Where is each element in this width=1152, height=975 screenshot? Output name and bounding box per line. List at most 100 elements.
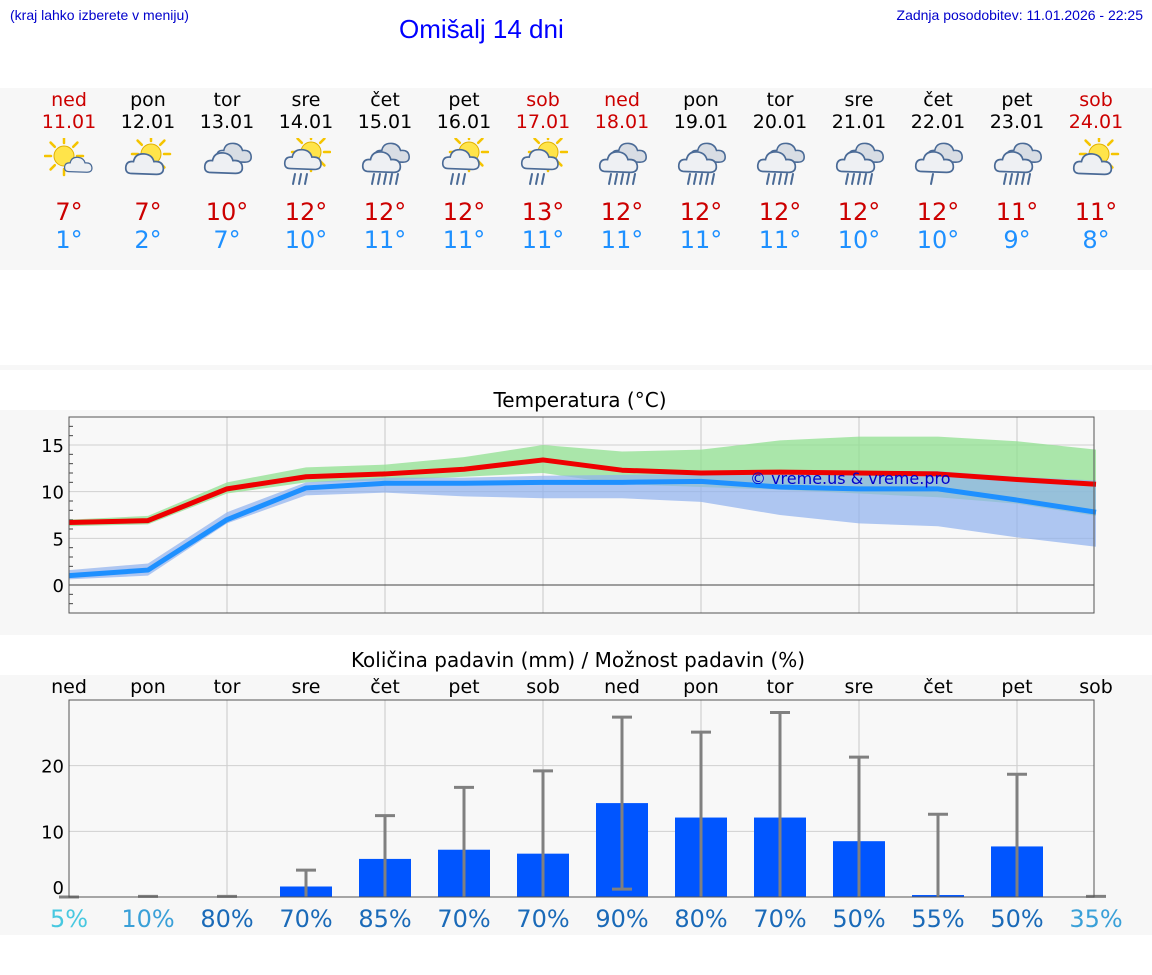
day-name: pet	[1001, 89, 1033, 111]
day-name: sob	[526, 89, 560, 111]
day-name: tor	[766, 89, 794, 111]
day-date: 21.01	[831, 111, 887, 133]
category-label: sre	[292, 676, 321, 698]
day-column: pet 16.01 12° 11°	[425, 88, 503, 270]
sun-cloud-rain-icon	[441, 138, 489, 185]
day-column: ned 18.01 12° 11°	[583, 88, 661, 270]
category-label: sre	[845, 676, 874, 698]
category-label: tor	[767, 676, 794, 698]
day-name: sre	[291, 89, 321, 111]
y-tick-label: 10	[41, 483, 64, 504]
plot-area	[69, 700, 1094, 897]
min-temperature-band	[69, 471, 1096, 580]
precipitation-probability: 35%	[1069, 905, 1122, 933]
max-temperature: 7°	[134, 198, 162, 226]
day-date: 13.01	[199, 111, 255, 133]
min-temperature: 1°	[55, 226, 83, 254]
category-label: sob	[1079, 676, 1113, 698]
cloud-rain-icon	[756, 142, 805, 185]
category-label: pon	[130, 676, 166, 698]
category-label: ned	[604, 676, 640, 698]
min-temperature: 11°	[442, 226, 486, 254]
day-column: sre 14.01 12° 10°	[267, 88, 345, 270]
daily-forecast-strip: ned 11.01 7° 1° pon 12.01 7° 2° tor 13.01 10° 7° sre…	[0, 88, 1152, 270]
day-column: čet 22.01 12° 10°	[899, 88, 977, 270]
max-temperature: 12°	[916, 198, 960, 226]
day-name: pon	[683, 89, 719, 111]
day-date: 14.01	[278, 111, 334, 133]
day-date: 15.01	[357, 111, 413, 133]
precipitation-probability: 55%	[911, 905, 964, 933]
category-label: sob	[526, 676, 560, 698]
min-temperature: 11°	[758, 226, 802, 254]
min-temperature: 11°	[363, 226, 407, 254]
day-date: 17.01	[515, 111, 571, 133]
min-temperature: 10°	[916, 226, 960, 254]
sun-small-cloud-icon	[44, 138, 93, 177]
cloud-light-rain-icon	[914, 142, 963, 185]
max-temperature: 11°	[1074, 198, 1118, 226]
category-label: tor	[214, 676, 241, 698]
y-tick-label: 15	[41, 436, 64, 457]
max-temperature: 7°	[55, 198, 83, 226]
day-date: 22.01	[910, 111, 966, 133]
min-temperature: 7°	[213, 226, 241, 254]
precipitation-probability: 90%	[595, 905, 648, 933]
max-temperature: 13°	[521, 198, 565, 226]
day-column: čet 15.01 12° 11°	[346, 88, 424, 270]
temperature-chart: Temperatura (°C) 0 5 10 15 © vreme.us & vreme…	[41, 388, 1097, 614]
max-temperature: 12°	[363, 198, 407, 226]
min-temperature: 11°	[600, 226, 644, 254]
day-date: 24.01	[1068, 111, 1124, 133]
precipitation-probability: 70%	[437, 905, 490, 933]
copyright-watermark: © vreme.us & vreme.pro	[750, 469, 951, 488]
plot-frame	[68, 416, 1095, 614]
day-column: pon 19.01 12° 11°	[662, 88, 740, 270]
precipitation-chart-title: Količina padavin (mm) / Možnost padavin …	[351, 648, 805, 672]
day-date: 11.01	[41, 111, 97, 133]
category-label: čet	[923, 676, 953, 698]
day-column: tor 20.01 12° 11°	[741, 88, 819, 270]
plot-frame	[68, 699, 1095, 898]
day-date: 23.01	[989, 111, 1045, 133]
sun-cloud-rain-icon	[283, 138, 331, 185]
day-date: 20.01	[752, 111, 808, 133]
cloud-rain-icon	[361, 142, 410, 185]
max-temperature: 12°	[837, 198, 881, 226]
precipitation-probability: 70%	[516, 905, 569, 933]
y-tick-label: 0	[53, 576, 64, 597]
precipitation-probability: 70%	[753, 905, 806, 933]
min-temperature: 10°	[284, 226, 328, 254]
max-temperature: 12°	[679, 198, 723, 226]
day-date: 18.01	[594, 111, 650, 133]
precipitation-probability: 80%	[200, 905, 253, 933]
daily-forecast-band	[0, 88, 1152, 270]
day-column: sob 24.01 11° 8°	[1057, 88, 1135, 270]
precipitation-probability: 85%	[358, 905, 411, 933]
sun-cloud-icon	[1072, 138, 1120, 176]
day-date: 12.01	[120, 111, 176, 133]
day-name: sre	[844, 89, 874, 111]
cloud-rain-icon	[598, 142, 647, 185]
day-date: 19.01	[673, 111, 729, 133]
day-name: ned	[51, 89, 87, 111]
min-temperature: 8°	[1082, 226, 1110, 254]
day-column: sre 21.01 12° 10°	[820, 88, 898, 270]
temperature-chart-title: Temperatura (°C)	[492, 388, 666, 412]
precipitation-probability: 70%	[279, 905, 332, 933]
max-temperature-line	[68, 457, 1097, 525]
y-tick-label: 20	[41, 757, 64, 778]
cloud-rain-icon	[993, 142, 1042, 185]
day-column: pon 12.01 7° 2°	[109, 88, 187, 270]
max-temperature-band	[69, 436, 1096, 527]
category-label: ned	[51, 676, 87, 698]
precipitation-probability: 50%	[832, 905, 885, 933]
cloud-rain-icon	[677, 142, 726, 185]
min-temperature: 11°	[521, 226, 565, 254]
day-date: 16.01	[436, 111, 492, 133]
day-column: tor 13.01 10° 7°	[188, 88, 266, 270]
day-name: čet	[370, 89, 400, 111]
category-label: pet	[448, 676, 479, 698]
location-menu-hint: (kraj lahko izberete v meniju)	[10, 7, 189, 23]
